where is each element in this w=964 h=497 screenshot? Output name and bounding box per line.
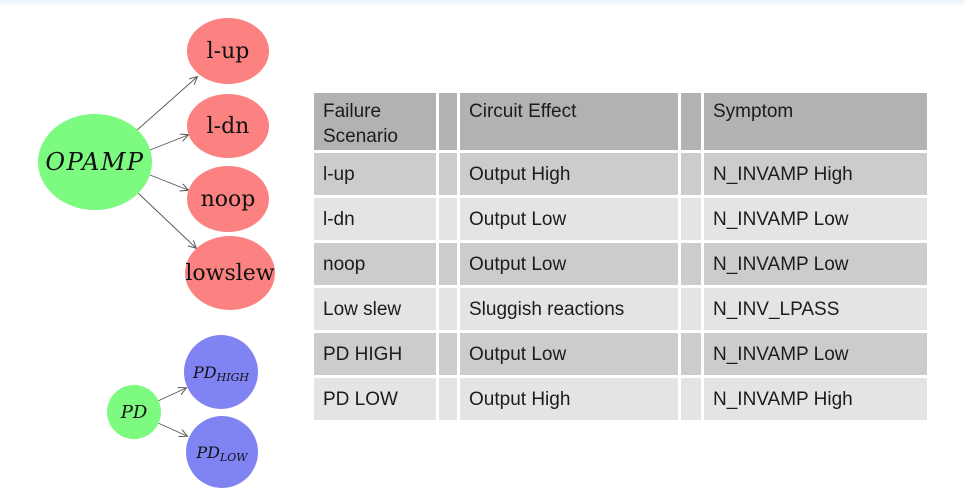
- noop-node-label: noop: [201, 187, 256, 212]
- pdlow-node: [186, 416, 258, 488]
- failure-scenario-cell: noop: [314, 243, 436, 285]
- failure-scenario-cell: PD LOW: [314, 378, 436, 420]
- spacer-cell: [681, 333, 701, 375]
- edge-pd-pdhigh-arrow: [157, 388, 186, 402]
- table-grid: Failure Scenario Circuit Effect Symptom …: [314, 93, 927, 420]
- header-spacer-cell: [681, 93, 701, 150]
- spacer-cell: [439, 333, 457, 375]
- symptom-cell: N_INVAMP High: [704, 153, 927, 195]
- spacer-cell: [681, 198, 701, 240]
- circuit-effect-cell: Output High: [460, 153, 678, 195]
- pdlow-label-subscript: LOW: [219, 451, 249, 464]
- opamp-root-node: [38, 114, 152, 210]
- diagram-canvas: OPAMP l-up l-dn noop lowslew PD PDHIGH P…: [38, 18, 275, 488]
- failure-scenario-cell: l-dn: [314, 198, 436, 240]
- lup-node: [187, 18, 269, 84]
- circuit-effect-cell: Output Low: [460, 243, 678, 285]
- symptom-cell: N_INVAMP Low: [704, 333, 927, 375]
- spacer-cell: [439, 243, 457, 285]
- pdlow-node-label: PDLOW: [195, 443, 249, 464]
- header-spacer-cell: [439, 93, 457, 150]
- pdhigh-label-subscript: HIGH: [216, 371, 250, 384]
- failure-symptom-table: Failure Scenario Circuit Effect Symptom …: [314, 93, 927, 420]
- spacer-cell: [681, 288, 701, 330]
- symptom-cell: N_INV_LPASS: [704, 288, 927, 330]
- failure-scenario-cell: PD HIGH: [314, 333, 436, 375]
- noop-node: [187, 166, 269, 232]
- edge-opamp-lup-arrow: [135, 77, 197, 132]
- edge-opamp-ldn-arrow: [149, 135, 188, 151]
- failure-scenario-cell: l-up: [314, 153, 436, 195]
- edge-opamp-noop-arrow: [149, 174, 188, 190]
- circuit-effect-cell: Sluggish reactions: [460, 288, 678, 330]
- failure-tree-diagram: OPAMP l-up l-dn noop lowslew PD PDHIGH P…: [0, 0, 320, 492]
- opamp-edges: [135, 77, 197, 248]
- symptom-cell: N_INVAMP Low: [704, 198, 927, 240]
- circuit-effect-cell: Output Low: [460, 198, 678, 240]
- opamp-root-label: OPAMP: [45, 148, 144, 176]
- pdlow-label-main: PD: [195, 443, 220, 462]
- ldn-node: [187, 94, 269, 158]
- spacer-cell: [681, 378, 701, 420]
- lup-node-label: l-up: [207, 39, 250, 64]
- pdhigh-node-label: PDHIGH: [192, 363, 249, 384]
- spacer-cell: [439, 153, 457, 195]
- spacer-cell: [681, 153, 701, 195]
- circuit-effect-cell: Output Low: [460, 333, 678, 375]
- pd-root-label: PD: [120, 402, 148, 423]
- spacer-cell: [439, 378, 457, 420]
- header-symptom: Symptom: [704, 93, 927, 150]
- edge-pd-pdlow-arrow: [157, 422, 187, 436]
- lowslew-node: [185, 236, 275, 310]
- circuit-effect-cell: Output High: [460, 378, 678, 420]
- spacer-cell: [681, 243, 701, 285]
- lowslew-node-label: lowslew: [185, 261, 274, 286]
- spacer-cell: [439, 288, 457, 330]
- top-edge-strip: [0, 0, 964, 6]
- pd-root-node: [107, 385, 161, 439]
- symptom-cell: N_INVAMP Low: [704, 243, 927, 285]
- edge-opamp-lowslew-arrow: [137, 192, 196, 248]
- pdhigh-node: [184, 335, 258, 409]
- header-failure-scenario: Failure Scenario: [314, 93, 436, 150]
- spacer-cell: [439, 198, 457, 240]
- symptom-cell: N_INVAMP High: [704, 378, 927, 420]
- failure-scenario-cell: Low slew: [314, 288, 436, 330]
- ldn-node-label: l-dn: [207, 114, 250, 139]
- pdhigh-label-main: PD: [192, 363, 217, 382]
- header-circuit-effect: Circuit Effect: [460, 93, 678, 150]
- pd-edges: [157, 388, 187, 436]
